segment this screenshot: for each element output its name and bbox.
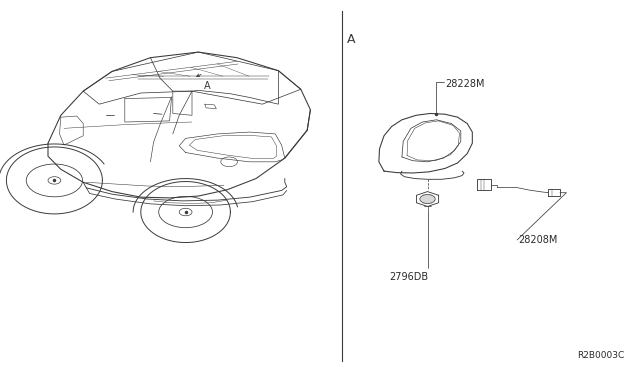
Text: A: A bbox=[204, 81, 210, 91]
Text: A: A bbox=[346, 33, 355, 45]
Text: R2B0003C: R2B0003C bbox=[577, 351, 624, 360]
Text: 28208M: 28208M bbox=[518, 235, 558, 245]
Text: 28228M: 28228M bbox=[445, 79, 484, 89]
Text: 2796DB: 2796DB bbox=[388, 272, 428, 282]
